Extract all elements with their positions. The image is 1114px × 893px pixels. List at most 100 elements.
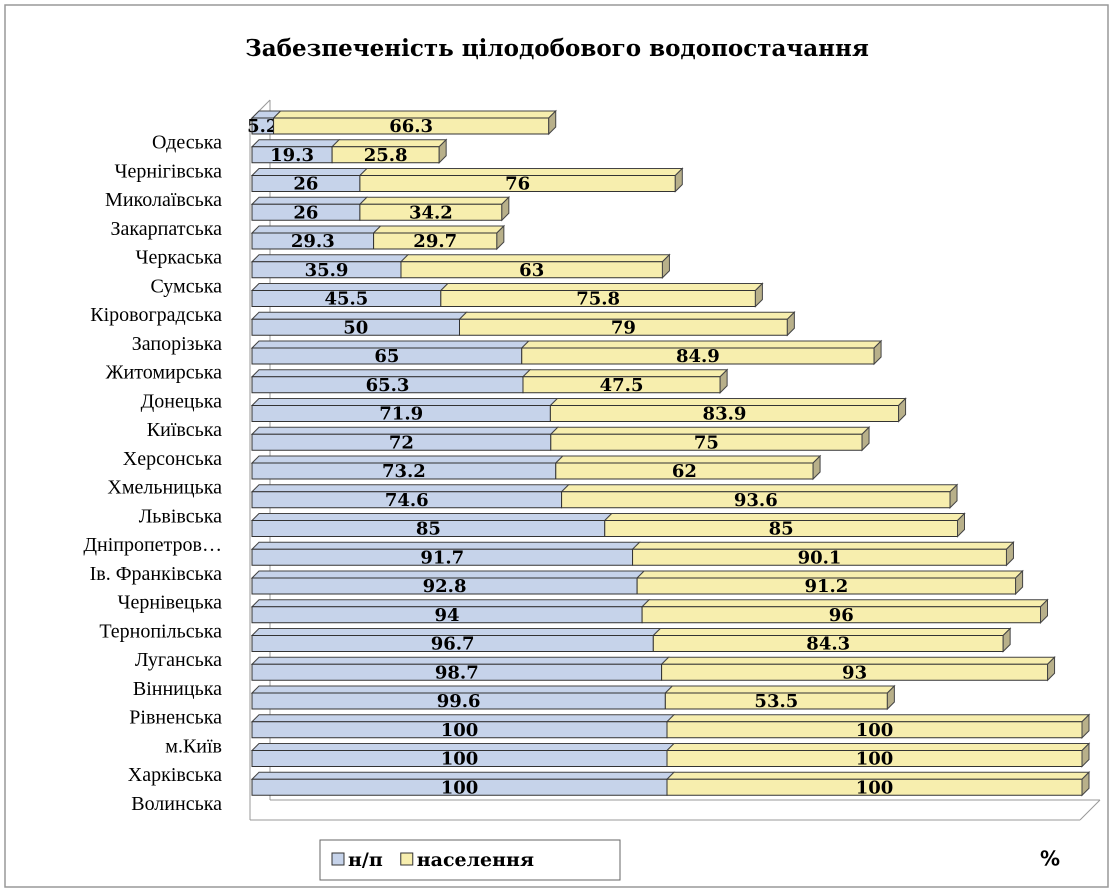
category-label: м.Київ bbox=[165, 735, 222, 757]
category-label: Чернігівська bbox=[114, 160, 222, 182]
data-label: 100 bbox=[441, 777, 479, 798]
category-label: Закарпатська bbox=[110, 218, 222, 240]
bar-end bbox=[812, 454, 821, 481]
bar-end bbox=[496, 224, 505, 251]
data-label: 25.8 bbox=[364, 145, 408, 166]
data-label: 93 bbox=[842, 662, 867, 683]
data-label: 62 bbox=[672, 461, 697, 482]
bar-end bbox=[1015, 569, 1024, 596]
category-label: Черкаська bbox=[136, 247, 223, 269]
data-label: 75.8 bbox=[576, 289, 620, 310]
data-label: 96 bbox=[829, 605, 854, 626]
legend-swatch bbox=[331, 852, 345, 866]
data-label: 53.5 bbox=[754, 691, 798, 712]
data-label: 45.5 bbox=[324, 289, 368, 310]
data-label: 84.3 bbox=[806, 634, 850, 655]
category-label: Київська bbox=[147, 419, 222, 441]
legend-label: населення bbox=[417, 849, 534, 871]
category-label: Донецька bbox=[141, 390, 222, 412]
data-label: 74.6 bbox=[385, 490, 429, 511]
data-label: 29.3 bbox=[291, 231, 335, 252]
data-label: 91.7 bbox=[420, 547, 464, 568]
data-label: 29.7 bbox=[413, 231, 457, 252]
data-label: 100 bbox=[441, 720, 479, 741]
bar-end bbox=[1047, 656, 1056, 682]
bar-end bbox=[501, 196, 510, 222]
data-label: 19.3 bbox=[270, 145, 314, 166]
bar-end bbox=[886, 684, 895, 711]
data-label: 63 bbox=[519, 260, 544, 281]
category-label: Сумська bbox=[150, 275, 222, 297]
bar-end bbox=[754, 282, 763, 308]
chart-title: Забезпеченість цілодобового водопостачан… bbox=[245, 35, 869, 62]
category-label: Ів. Франківська bbox=[90, 563, 222, 585]
legend-label: н/п bbox=[348, 849, 383, 871]
data-label: 85 bbox=[769, 519, 794, 540]
data-label: 100 bbox=[441, 749, 479, 770]
bar-end bbox=[674, 167, 683, 193]
bar-end bbox=[719, 368, 728, 394]
data-label: 94 bbox=[435, 605, 460, 626]
data-label: 100 bbox=[856, 720, 894, 741]
data-label: 71.9 bbox=[379, 404, 423, 425]
category-label: Дніпропетров… bbox=[83, 534, 222, 556]
bar-end bbox=[1081, 742, 1090, 768]
category-label: Волинська bbox=[131, 793, 222, 815]
bar-end bbox=[898, 397, 907, 423]
bar-end bbox=[873, 339, 882, 366]
data-label: 90.1 bbox=[798, 547, 842, 568]
data-label: 26 bbox=[293, 174, 318, 195]
data-label: 83.9 bbox=[703, 404, 747, 425]
data-label: 26 bbox=[293, 202, 318, 223]
data-label: 91.2 bbox=[804, 576, 848, 597]
floor-side bbox=[1079, 799, 1101, 821]
bar-end bbox=[1081, 713, 1090, 739]
data-label: 85 bbox=[416, 519, 441, 540]
bar-end bbox=[957, 512, 965, 538]
data-label: 75 bbox=[694, 432, 719, 453]
unit-label: % bbox=[1040, 847, 1060, 871]
category-label: Рівненська bbox=[129, 707, 222, 729]
bar-end bbox=[1002, 627, 1011, 653]
bar-end bbox=[1005, 541, 1014, 567]
category-label: Чернівецька bbox=[118, 592, 223, 614]
legend-box bbox=[319, 839, 621, 881]
bar-end bbox=[949, 483, 958, 509]
category-label: Тернопільська bbox=[99, 620, 222, 642]
data-label: 93.6 bbox=[734, 490, 778, 511]
bar-end bbox=[661, 253, 670, 279]
category-label: Хмельницька bbox=[107, 477, 222, 499]
bar-end bbox=[1081, 771, 1090, 797]
data-label: 92.8 bbox=[423, 576, 467, 597]
category-label: Житомирська bbox=[106, 362, 222, 384]
category-label: Миколаївська bbox=[105, 189, 222, 211]
data-label: 72 bbox=[389, 432, 414, 453]
legend-swatch bbox=[400, 852, 414, 866]
data-label: 99.6 bbox=[437, 691, 481, 712]
category-label: Вінницька bbox=[133, 678, 222, 700]
data-label: 100 bbox=[856, 777, 894, 798]
bar-end bbox=[861, 426, 870, 452]
data-label: 76 bbox=[505, 174, 530, 195]
data-label: 66.3 bbox=[389, 116, 433, 137]
data-label: 65 bbox=[374, 346, 399, 367]
bar-end bbox=[786, 311, 795, 337]
data-label: 98.7 bbox=[435, 662, 479, 683]
data-label: 100 bbox=[856, 749, 894, 770]
data-label: 73.2 bbox=[382, 461, 426, 482]
category-label: Одеська bbox=[152, 132, 222, 154]
data-label: 79 bbox=[611, 317, 636, 338]
bar-end bbox=[548, 109, 557, 136]
bar-end bbox=[1040, 598, 1048, 624]
data-label: 84.9 bbox=[676, 346, 720, 367]
category-label: Запорізька bbox=[132, 333, 222, 355]
data-label: 5.2 bbox=[247, 116, 278, 137]
data-label: 96.7 bbox=[431, 634, 475, 655]
category-label: Луганська bbox=[135, 649, 222, 671]
category-label: Харківська bbox=[128, 764, 222, 786]
data-label: 65.3 bbox=[366, 375, 410, 396]
data-label: 35.9 bbox=[305, 260, 349, 281]
data-label: 47.5 bbox=[600, 375, 644, 396]
category-label: Кіровоградська bbox=[90, 304, 222, 326]
